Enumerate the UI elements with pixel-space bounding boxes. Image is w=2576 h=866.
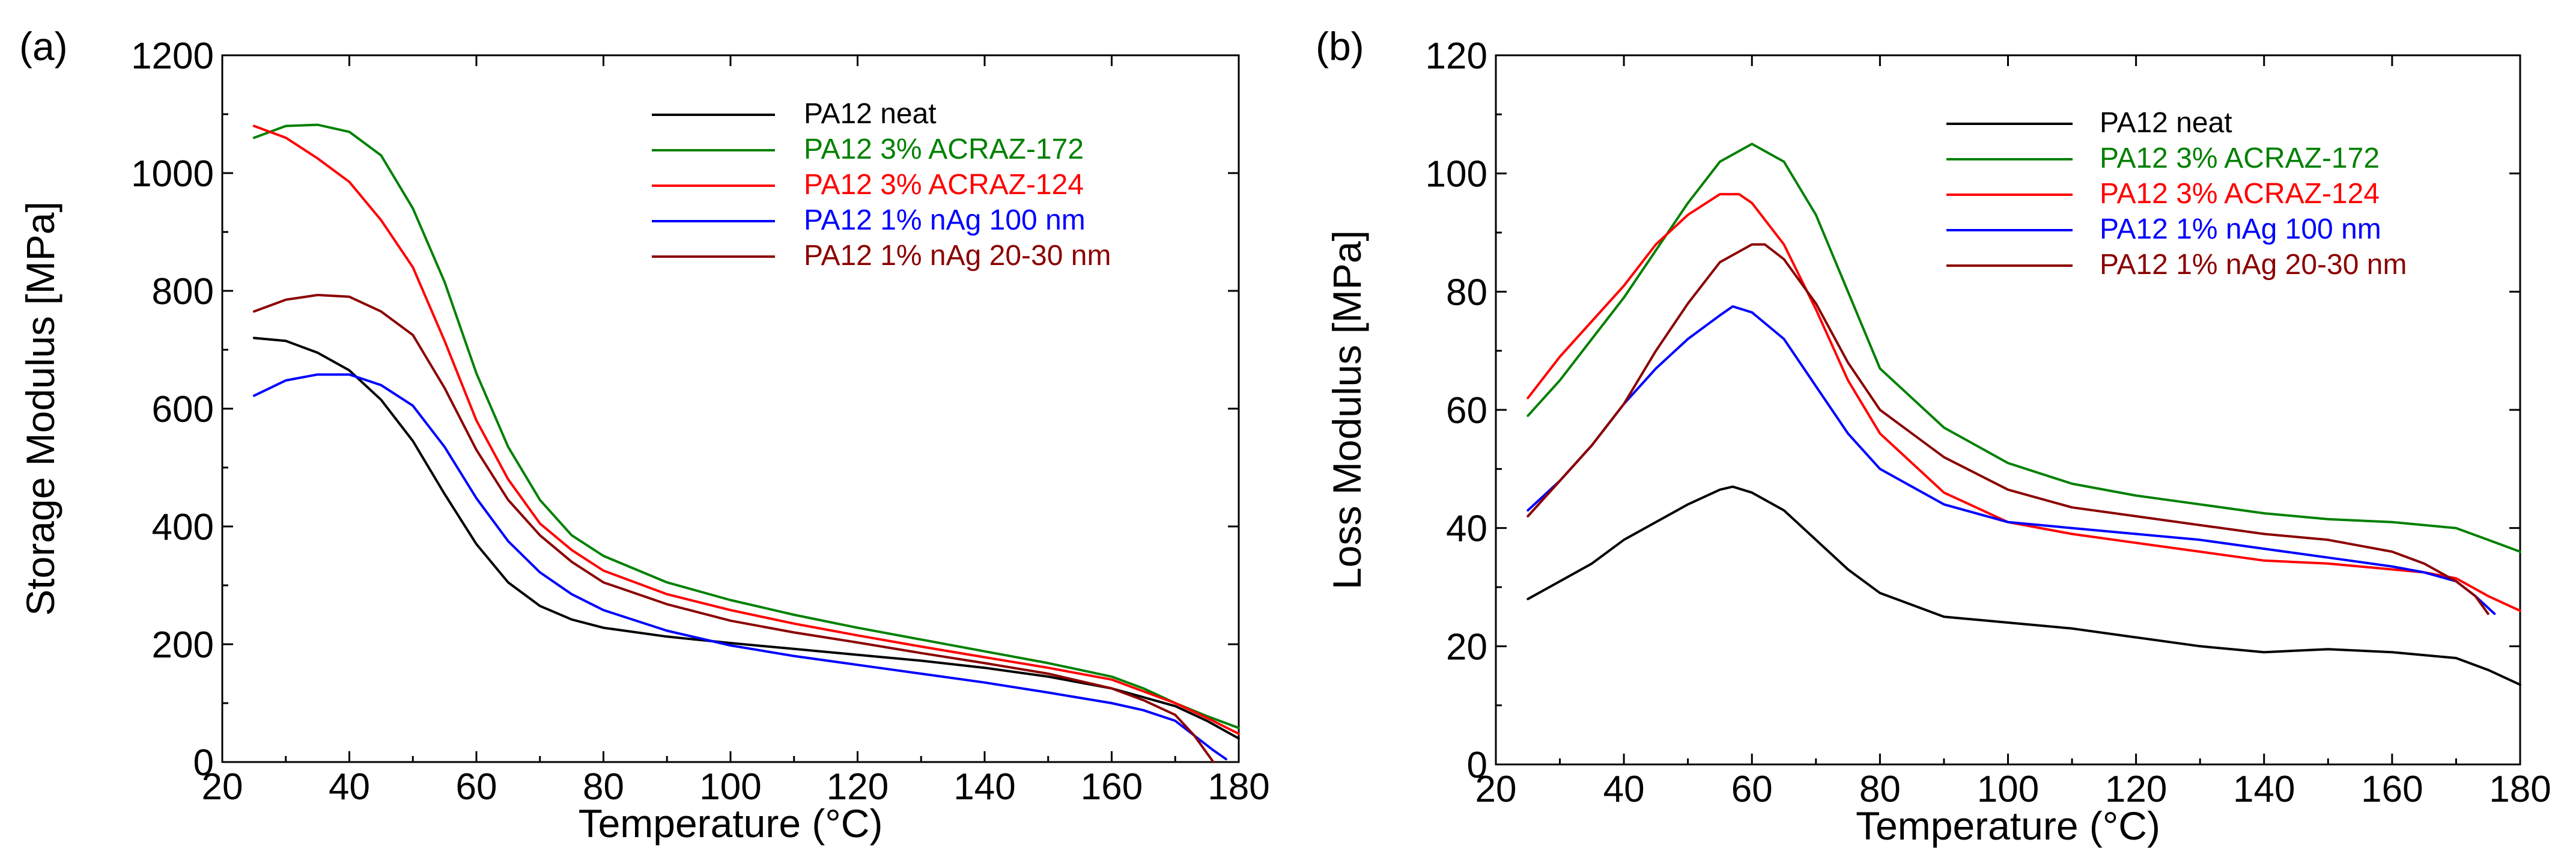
- y-tick-label: 600: [152, 389, 214, 430]
- series-line-4: [1526, 243, 2489, 615]
- x-tick-label: 100: [699, 766, 761, 808]
- y-tick-label: 80: [1446, 272, 1487, 313]
- legend-entry-label: PA12 1% nAg 20-30 nm: [804, 240, 1111, 272]
- legend-entry-label: PA12 1% nAg 100 nm: [804, 204, 1086, 236]
- y-tick-label: 20: [1446, 626, 1487, 668]
- legend-entry-label: PA12 3% ACRAZ-172: [804, 133, 1084, 165]
- y-tick-label: 0: [193, 742, 214, 784]
- x-tick-label: 40: [1603, 769, 1645, 810]
- legend-entry-label: PA12 3% ACRAZ-124: [804, 169, 1084, 201]
- panel-label: (a): [19, 24, 68, 69]
- panel-a: (a) 20 40 60 80 100 120 140 160 180 0 200 400 600 800 1…: [18, 24, 1270, 846]
- panel-b: (b)20 40 60 80 100 120 140 160 18002040608010012…: [1316, 24, 2551, 848]
- x-tick-label: 120: [2105, 769, 2167, 810]
- panel-label: (b): [1316, 24, 1364, 69]
- y-axis-title: Storage Modulus [MPa]: [18, 201, 62, 616]
- x-tick-label: 80: [1859, 769, 1901, 810]
- y-tick-label: 200: [152, 624, 214, 666]
- series-line-1: [1526, 142, 2521, 553]
- series-line-2: [1526, 193, 2521, 612]
- x-tick-label: 20: [1475, 769, 1517, 810]
- x-tick-label: 140: [2233, 769, 2295, 810]
- y-tick-label: 40: [1446, 508, 1487, 550]
- x-tick-label: 180: [1208, 766, 1269, 808]
- x-axis-title: Temperature (°C): [1856, 803, 2160, 848]
- series-line-2: [252, 124, 1240, 735]
- plot-frame: [221, 54, 1240, 763]
- x-tick-label: 60: [456, 766, 497, 808]
- y-tick-label: 800: [152, 271, 214, 313]
- y-tick-label: 1000: [131, 153, 214, 195]
- y-axis-title: Loss Modulus [MPa]: [1325, 230, 1369, 590]
- x-tick-label: 160: [1081, 766, 1143, 808]
- y-tick-label: 100: [1426, 154, 1487, 195]
- x-axis-title: Temperature (°C): [579, 801, 883, 846]
- series-line-3: [252, 373, 1227, 761]
- series-line-3: [1526, 305, 2496, 615]
- legend-entry-label: PA12 1% nAg 20-30 nm: [2100, 249, 2407, 281]
- x-tick-label: 120: [827, 766, 889, 808]
- x-tick-label: 60: [1731, 769, 1773, 810]
- x-tick-label: 100: [1977, 769, 2039, 810]
- y-tick-label: 0: [1467, 745, 1487, 786]
- x-tick-label: 140: [953, 766, 1015, 808]
- x-tick-label: 80: [583, 766, 624, 808]
- legend-entry-label: PA12 3% ACRAZ-124: [2100, 178, 2380, 210]
- series-line-0: [1526, 485, 2521, 686]
- y-tick-label: 60: [1446, 390, 1487, 431]
- y-tick-label: 120: [1426, 35, 1487, 77]
- x-tick-label: 180: [2489, 769, 2551, 810]
- x-tick-label: 40: [329, 766, 370, 808]
- x-tick-label: 20: [202, 766, 243, 808]
- x-tick-label: 160: [2361, 769, 2423, 810]
- y-tick-label: 400: [152, 507, 214, 548]
- legend-entry-label: PA12 3% ACRAZ-172: [2100, 142, 2380, 174]
- legend-entry-label: PA12 neat: [2100, 107, 2232, 139]
- y-tick-label: 1200: [131, 35, 214, 77]
- series-line-4: [252, 293, 1215, 763]
- legend-entry-label: PA12 1% nAg 100 nm: [2100, 213, 2381, 245]
- series-line-1: [252, 123, 1240, 730]
- legend-entry-label: PA12 neat: [804, 98, 937, 130]
